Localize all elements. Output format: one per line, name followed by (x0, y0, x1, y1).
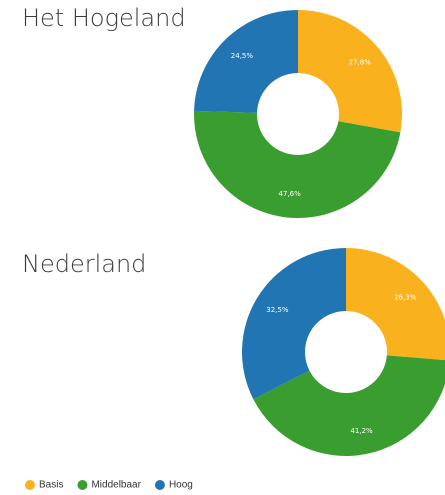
donut-slice (193, 110, 401, 219)
legend-label: Middelbaar (91, 480, 141, 491)
data-label: 24,5% (231, 52, 254, 60)
legend-swatch (154, 480, 165, 490)
legend-label: Hoog (169, 480, 193, 491)
donut-slice (298, 10, 402, 133)
legend-swatch (77, 480, 88, 490)
donut-slice (346, 248, 445, 361)
chart-title: Nederland (22, 250, 146, 278)
data-label: 47,6% (279, 190, 302, 198)
legend-label: Basis (39, 480, 63, 491)
donut-slice (253, 355, 445, 456)
data-label: 27,8% (349, 58, 372, 66)
chart-title: Het Hogeland (22, 4, 186, 32)
donut-slice (242, 248, 346, 400)
data-label: 32,5% (266, 306, 289, 314)
legend-swatch (25, 480, 35, 490)
data-label: 41,2% (350, 427, 373, 435)
data-label: 26,3% (394, 293, 417, 301)
donut-slice (194, 10, 298, 113)
